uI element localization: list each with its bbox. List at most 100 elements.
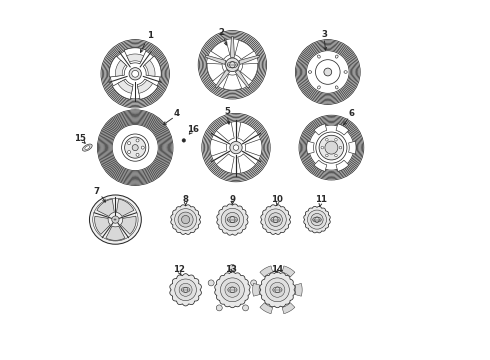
Circle shape (129, 68, 141, 80)
Ellipse shape (318, 55, 320, 58)
Ellipse shape (335, 86, 338, 89)
Circle shape (325, 154, 328, 157)
Circle shape (136, 139, 139, 142)
Circle shape (141, 146, 144, 149)
Polygon shape (121, 216, 136, 234)
Text: 5: 5 (224, 107, 230, 116)
Text: 11: 11 (315, 195, 327, 204)
Polygon shape (261, 205, 291, 234)
Text: 10: 10 (271, 195, 283, 204)
Text: 16: 16 (187, 125, 199, 134)
Circle shape (225, 212, 240, 227)
Circle shape (321, 146, 323, 149)
Circle shape (220, 278, 245, 302)
Circle shape (325, 139, 328, 141)
Text: 4: 4 (173, 109, 180, 118)
Ellipse shape (308, 71, 312, 73)
Circle shape (229, 265, 235, 270)
Text: 6: 6 (348, 109, 354, 118)
Circle shape (112, 216, 119, 223)
Circle shape (225, 282, 240, 297)
Ellipse shape (90, 195, 141, 244)
Circle shape (134, 146, 137, 149)
Circle shape (174, 209, 196, 230)
Circle shape (324, 68, 332, 76)
Circle shape (339, 146, 342, 149)
Circle shape (208, 280, 214, 286)
Text: 14: 14 (270, 265, 283, 274)
Circle shape (233, 145, 239, 150)
Circle shape (319, 135, 343, 160)
Polygon shape (115, 60, 126, 76)
Polygon shape (240, 63, 258, 81)
Circle shape (134, 146, 137, 149)
Circle shape (225, 58, 239, 72)
Polygon shape (282, 303, 295, 314)
Polygon shape (295, 283, 302, 296)
Polygon shape (253, 283, 260, 296)
Polygon shape (260, 303, 272, 314)
Polygon shape (235, 40, 254, 59)
Circle shape (230, 141, 242, 154)
Text: 13: 13 (224, 265, 237, 274)
Circle shape (179, 283, 192, 296)
Circle shape (266, 278, 289, 302)
Polygon shape (336, 160, 349, 171)
Text: 9: 9 (229, 195, 235, 204)
Polygon shape (260, 272, 295, 308)
Polygon shape (216, 122, 234, 141)
Polygon shape (97, 199, 114, 216)
Text: 2: 2 (219, 28, 224, 37)
Polygon shape (124, 48, 147, 64)
Ellipse shape (335, 55, 338, 58)
Circle shape (307, 210, 326, 229)
Ellipse shape (344, 71, 347, 73)
Polygon shape (223, 74, 242, 90)
Circle shape (221, 208, 244, 231)
Circle shape (335, 139, 337, 141)
Polygon shape (138, 80, 152, 93)
Circle shape (311, 213, 323, 226)
Polygon shape (216, 154, 234, 173)
Circle shape (127, 141, 131, 145)
Circle shape (265, 209, 286, 230)
Polygon shape (171, 205, 200, 234)
Bar (114, 219, 117, 220)
Text: 3: 3 (321, 30, 327, 39)
Circle shape (124, 137, 146, 158)
Polygon shape (230, 37, 234, 57)
Polygon shape (260, 266, 272, 277)
Text: 12: 12 (173, 265, 185, 274)
Circle shape (127, 150, 131, 154)
Polygon shape (307, 141, 314, 154)
Circle shape (269, 213, 282, 226)
Circle shape (335, 154, 337, 157)
Text: 7: 7 (94, 187, 100, 196)
Circle shape (181, 216, 190, 224)
Circle shape (325, 141, 338, 154)
Polygon shape (238, 122, 256, 141)
Circle shape (134, 146, 137, 149)
Text: 8: 8 (183, 195, 189, 204)
Polygon shape (210, 139, 227, 156)
Polygon shape (282, 266, 295, 277)
Circle shape (136, 153, 139, 156)
Circle shape (132, 71, 139, 77)
Polygon shape (348, 141, 356, 154)
Circle shape (132, 145, 138, 150)
Circle shape (251, 280, 257, 286)
Ellipse shape (318, 86, 320, 89)
Text: 15: 15 (74, 134, 86, 143)
Polygon shape (137, 79, 158, 99)
Circle shape (134, 146, 137, 149)
Ellipse shape (85, 146, 90, 149)
Polygon shape (118, 80, 133, 93)
Polygon shape (143, 56, 161, 77)
Polygon shape (304, 206, 330, 233)
Text: 1: 1 (147, 31, 152, 40)
Polygon shape (106, 226, 125, 240)
Polygon shape (127, 54, 144, 62)
Polygon shape (245, 139, 262, 156)
Polygon shape (95, 216, 110, 234)
Circle shape (175, 279, 196, 301)
